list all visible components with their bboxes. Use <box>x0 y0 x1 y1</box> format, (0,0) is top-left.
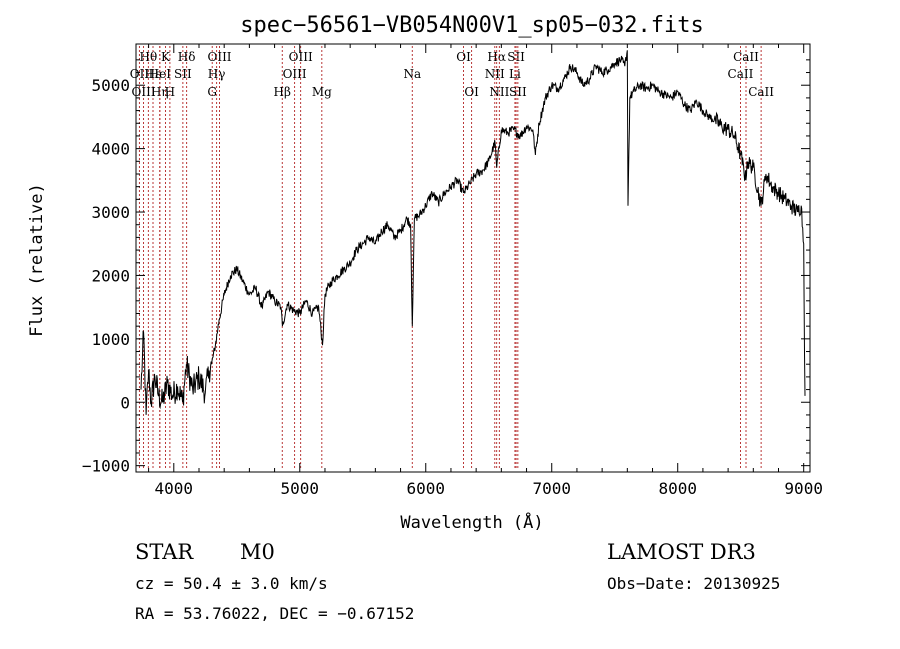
y-axis-ticks: −1000 0 1000 2000 3000 4000 5000 <box>82 59 810 476</box>
y-tick-label: 2000 <box>91 266 130 285</box>
line-marker-label: Hβ <box>274 85 291 99</box>
spectrum-series <box>140 50 806 415</box>
x-tick-label: 7000 <box>532 479 571 498</box>
y-tick-label: −1000 <box>82 457 130 476</box>
line-marker-label: H <box>165 85 175 99</box>
y-axis-label: Flux (relative) <box>27 183 47 337</box>
observation-date: Obs−Date: 20130925 <box>607 574 780 593</box>
redshift-readout: cz = 50.4 ± 3.0 km/s <box>135 574 328 593</box>
line-marker-label: SII <box>174 67 192 81</box>
y-tick-label: 5000 <box>91 76 130 95</box>
chart-title: spec−56561−VB054N00V1_sp05−032.fits <box>240 13 704 38</box>
y-tick-label: 3000 <box>91 203 130 222</box>
line-marker-label: OIII <box>132 85 156 99</box>
line-marker-label: NII <box>489 85 509 99</box>
x-tick-label: 5000 <box>281 479 320 498</box>
line-marker-label: G <box>207 85 217 99</box>
y-tick-label: 4000 <box>91 140 130 159</box>
plot-frame <box>135 43 811 473</box>
line-marker-label: Na <box>403 67 421 81</box>
line-marker-label: OI <box>456 50 471 64</box>
x-axis-ticks: 4000 5000 6000 7000 8000 9000 <box>148 44 823 498</box>
line-marker-label: Hδ <box>178 50 196 64</box>
line-marker-label: K <box>161 50 171 64</box>
line-marker-label: Hε <box>145 67 162 81</box>
line-marker-label: NII <box>485 67 505 81</box>
line-marker-label: OI <box>464 85 479 99</box>
line-marker-label: CaII <box>728 67 754 81</box>
x-tick-label: 6000 <box>406 479 445 498</box>
coordinates-readout: RA = 53.76022, DEC = −0.67152 <box>135 604 414 623</box>
line-marker-label: Mg <box>312 85 332 99</box>
line-marker-label: Hθ <box>139 50 157 64</box>
line-marker-label: Li <box>509 67 521 81</box>
line-marker-label: HeI <box>149 67 172 81</box>
x-tick-label: 4000 <box>155 479 194 498</box>
line-marker-label: OIII <box>207 50 231 64</box>
line-marker-label: OIII <box>283 67 307 81</box>
y-tick-label: 0 <box>120 393 130 412</box>
y-tick-label: 1000 <box>91 330 130 349</box>
object-subclass: M0 <box>240 540 275 564</box>
line-marker-label: Hα <box>487 50 506 64</box>
line-marker-label: SII <box>509 85 527 99</box>
x-axis-label: Wavelength (Å) <box>400 511 543 533</box>
line-marker-label: OIII <box>289 50 313 64</box>
line-marker-label: CaII <box>733 50 759 64</box>
x-tick-label: 9000 <box>784 479 823 498</box>
spectrum-line <box>140 50 806 415</box>
line-marker-label: OII <box>130 67 150 81</box>
survey-name: LAMOST DR3 <box>607 540 756 564</box>
object-class: STAR <box>135 540 194 564</box>
line-marker-label: CaII <box>748 85 774 99</box>
x-tick-label: 8000 <box>658 479 697 498</box>
line-marker-label: Hγ <box>208 67 226 81</box>
line-marker-label: SII <box>507 50 525 64</box>
